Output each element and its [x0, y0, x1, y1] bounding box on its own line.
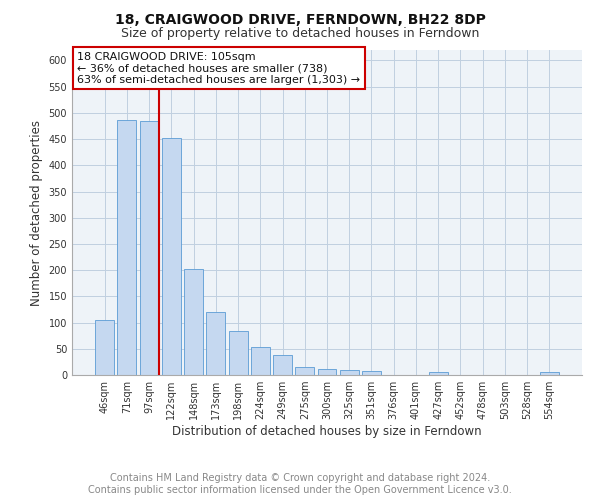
Bar	[162, 138, 181, 375]
Bar	[140, 122, 158, 375]
Y-axis label: Number of detached properties: Number of detached properties	[30, 120, 43, 306]
Text: 18, CRAIGWOOD DRIVE, FERNDOWN, BH22 8DP: 18, CRAIGWOOD DRIVE, FERNDOWN, BH22 8DP	[115, 12, 485, 26]
Bar	[540, 372, 559, 375]
Bar	[362, 371, 381, 375]
X-axis label: Distribution of detached houses by size in Ferndown: Distribution of detached houses by size …	[172, 425, 482, 438]
Bar	[251, 346, 270, 375]
Text: Size of property relative to detached houses in Ferndown: Size of property relative to detached ho…	[121, 28, 479, 40]
Bar	[429, 372, 448, 375]
Bar	[206, 312, 225, 375]
Bar	[295, 366, 314, 375]
Bar	[118, 120, 136, 375]
Bar	[317, 368, 337, 375]
Bar	[229, 332, 248, 375]
Bar	[340, 370, 359, 375]
Text: 18 CRAIGWOOD DRIVE: 105sqm
← 36% of detached houses are smaller (738)
63% of sem: 18 CRAIGWOOD DRIVE: 105sqm ← 36% of deta…	[77, 52, 360, 85]
Text: Contains HM Land Registry data © Crown copyright and database right 2024.
Contai: Contains HM Land Registry data © Crown c…	[88, 474, 512, 495]
Bar	[273, 355, 292, 375]
Bar	[184, 269, 203, 375]
Bar	[95, 320, 114, 375]
